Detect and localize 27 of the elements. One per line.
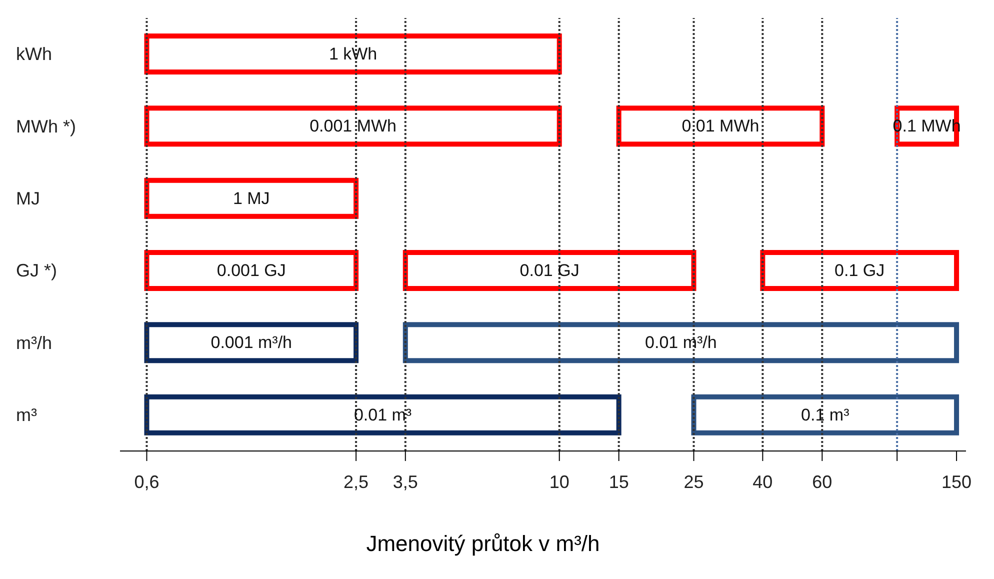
y-tick-label: GJ *)	[16, 260, 58, 281]
y-tick-label: MJ	[16, 188, 40, 208]
x-axis-title: Jmenovitý průtok v m³/h	[366, 531, 600, 556]
x-tick-label: 60	[812, 472, 832, 492]
x-tick-label: 25	[684, 472, 704, 492]
x-tick-label: 15	[608, 472, 629, 492]
series-label: 0.01 m³	[354, 405, 412, 424]
series-label: 0.1 m³	[801, 405, 850, 424]
x-tick-label: 0,6	[134, 472, 160, 492]
x-tick-label: 40	[752, 472, 773, 492]
series-label: 0.01 MWh	[682, 116, 760, 136]
series-label: 0.1 GJ	[834, 261, 885, 280]
series-label: 0.001 GJ	[216, 261, 286, 280]
series-label: 0.01 GJ	[520, 261, 580, 280]
series-label: 0.01 m³/h	[645, 333, 717, 352]
x-tick-label: 10	[549, 472, 570, 492]
series-label: 1 kWh	[328, 44, 378, 64]
x-tick-label: 150	[942, 472, 972, 492]
y-tick-label: m³/h	[16, 332, 52, 353]
y-tick-label: m³	[16, 404, 37, 425]
series-label: 0.001 m³/h	[210, 333, 292, 352]
x-tick-label: 3,5	[392, 472, 418, 492]
x-tick-label: 2,5	[344, 472, 369, 492]
series-label: 0.001 MWh	[310, 116, 397, 136]
y-tick-label: kWh	[16, 44, 52, 64]
y-tick-label: MWh *)	[16, 116, 76, 136]
series-label: 1 MJ	[232, 188, 270, 208]
